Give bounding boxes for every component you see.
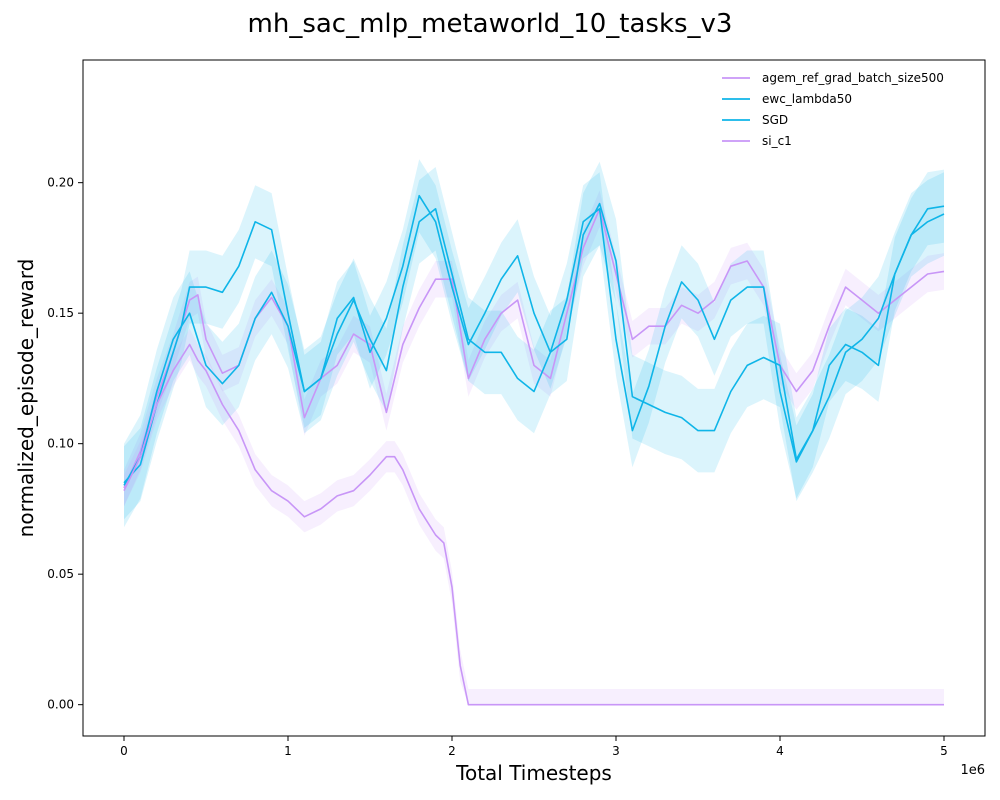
series-line-SGD <box>123 202 945 486</box>
x-tick-label: 0 <box>120 744 128 758</box>
series-lines <box>123 194 945 706</box>
x-axis-ticks: 0 1 2 3 4 5 <box>120 736 948 758</box>
y-axis-ticks: 0.00 0.05 0.10 0.15 0.20 <box>47 176 83 712</box>
x-axis-label: Total Timesteps <box>455 761 612 785</box>
x-axis-scale-label: 1e6 <box>960 763 985 778</box>
y-tick-label: 0.15 <box>47 306 74 320</box>
legend: agem_ref_grad_batch_size500 ewc_lambda50 S… <box>722 71 944 148</box>
x-tick-label: 4 <box>776 744 784 758</box>
y-tick-label: 0.10 <box>47 437 74 451</box>
chart-title: mh_sac_mlp_metaworld_10_tasks_v3 <box>248 9 733 39</box>
y-tick-label: 0.00 <box>47 698 74 712</box>
legend-label-agem_ref_grad_batch_size500: agem_ref_grad_batch_size500 <box>762 71 944 85</box>
band-SGD <box>124 161 944 528</box>
confidence-bands <box>124 159 944 705</box>
x-tick-label: 1 <box>284 744 292 758</box>
legend-label-SGD: SGD <box>762 113 788 127</box>
band-ewc_lambda50 <box>124 159 944 520</box>
legend-label-si_c1: si_c1 <box>762 134 792 148</box>
series-line-si_c1 <box>123 343 944 706</box>
y-axis-label: normalized_episode_reward <box>14 259 38 538</box>
plot-frame <box>82 59 986 737</box>
x-tick-label: 3 <box>612 744 620 758</box>
y-tick-label: 0.20 <box>47 176 74 190</box>
legend-label-ewc_lambda50: ewc_lambda50 <box>762 92 852 106</box>
band-agem_ref_grad_batch_size500 <box>124 190 944 507</box>
x-tick-label: 2 <box>448 744 456 758</box>
y-tick-label: 0.05 <box>47 567 74 581</box>
x-tick-label: 5 <box>940 744 948 758</box>
